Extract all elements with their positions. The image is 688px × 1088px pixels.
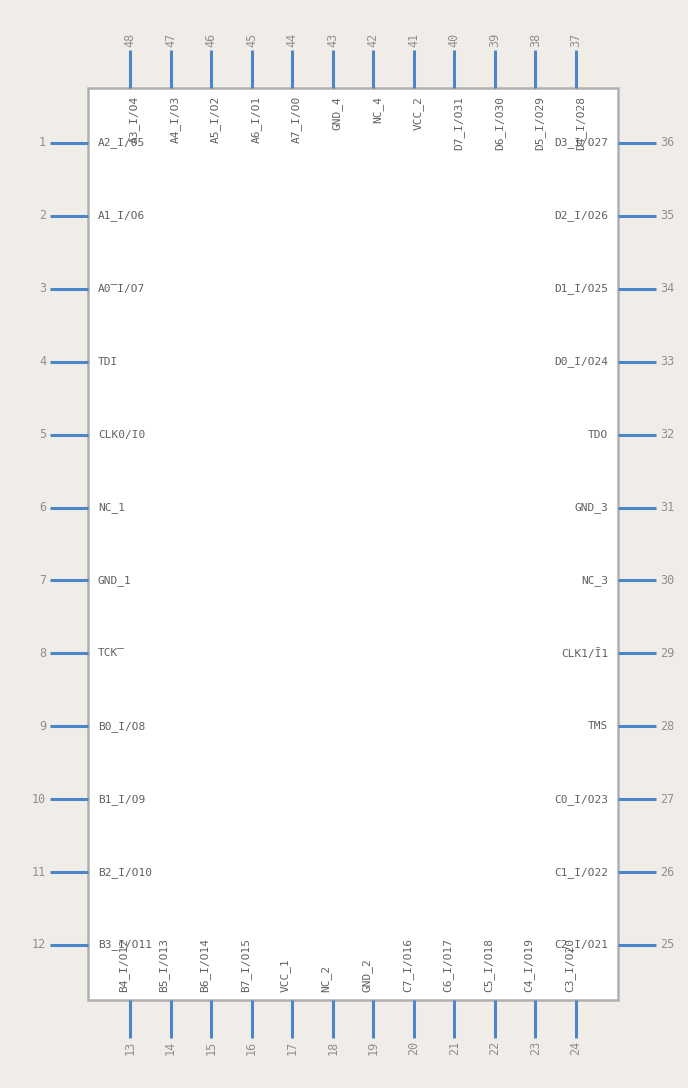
Text: NC_1: NC_1 — [98, 502, 125, 514]
Text: 20: 20 — [407, 1041, 420, 1055]
Text: 13: 13 — [124, 1041, 136, 1055]
Text: 48: 48 — [124, 33, 136, 47]
Text: 36: 36 — [660, 136, 674, 149]
Text: 37: 37 — [570, 33, 583, 47]
Text: B2_I/O10: B2_I/O10 — [98, 867, 152, 878]
Text: 46: 46 — [204, 33, 217, 47]
Text: 19: 19 — [367, 1041, 380, 1055]
Text: C2_I/O21: C2_I/O21 — [554, 940, 608, 951]
Text: TMS: TMS — [588, 721, 608, 731]
Text: D0_I/O24: D0_I/O24 — [554, 356, 608, 367]
Text: C5_I/O18: C5_I/O18 — [483, 938, 494, 992]
Text: GND_3: GND_3 — [574, 502, 608, 514]
Text: B7_I/O15: B7_I/O15 — [239, 938, 250, 992]
Text: 40: 40 — [448, 33, 461, 47]
Text: 14: 14 — [164, 1041, 177, 1055]
Text: 33: 33 — [660, 355, 674, 368]
Text: A0̅I/O7: A0̅I/O7 — [98, 284, 145, 294]
Text: D3_I/O27: D3_I/O27 — [554, 137, 608, 148]
Text: B1_I/O9: B1_I/O9 — [98, 794, 145, 805]
Text: C7_I/O16: C7_I/O16 — [402, 938, 413, 992]
Text: 30: 30 — [660, 574, 674, 586]
Text: GND_2: GND_2 — [361, 959, 372, 992]
Text: A6_I/O1: A6_I/O1 — [250, 96, 261, 144]
Text: C0_I/O23: C0_I/O23 — [554, 794, 608, 805]
Text: GND_1: GND_1 — [98, 574, 131, 586]
Text: 23: 23 — [529, 1041, 542, 1055]
Text: 38: 38 — [529, 33, 542, 47]
Text: C1_I/O22: C1_I/O22 — [554, 867, 608, 878]
Text: 16: 16 — [245, 1041, 258, 1055]
Text: D5_I/O29: D5_I/O29 — [535, 96, 546, 150]
Text: 35: 35 — [660, 209, 674, 222]
Text: 3: 3 — [39, 282, 46, 295]
Text: GND_4: GND_4 — [332, 96, 343, 129]
Text: A4_I/O3: A4_I/O3 — [169, 96, 180, 144]
Text: 47: 47 — [164, 33, 177, 47]
Text: A7_I/O0: A7_I/O0 — [291, 96, 302, 144]
Text: 22: 22 — [488, 1041, 502, 1055]
Text: 25: 25 — [660, 939, 674, 952]
Text: A5_I/O2: A5_I/O2 — [210, 96, 221, 144]
Text: CLK1/Ī1: CLK1/Ī1 — [561, 648, 608, 659]
Text: 6: 6 — [39, 502, 46, 514]
Text: 39: 39 — [488, 33, 502, 47]
Text: C3_I/O20: C3_I/O20 — [564, 938, 575, 992]
Text: 34: 34 — [660, 282, 674, 295]
Text: 4: 4 — [39, 355, 46, 368]
Text: 45: 45 — [245, 33, 258, 47]
Text: 31: 31 — [660, 502, 674, 514]
Bar — [88, 88, 618, 1000]
Text: VCC_1: VCC_1 — [280, 959, 291, 992]
Text: 24: 24 — [570, 1041, 583, 1055]
Text: B0_I/O8: B0_I/O8 — [98, 721, 145, 732]
Text: 7: 7 — [39, 574, 46, 586]
Text: NC_2: NC_2 — [321, 965, 332, 992]
Text: 5: 5 — [39, 429, 46, 441]
Text: A3_I/O4: A3_I/O4 — [129, 96, 140, 144]
Text: 27: 27 — [660, 793, 674, 806]
Text: C4_I/O19: C4_I/O19 — [524, 938, 535, 992]
Text: B5_I/O13: B5_I/O13 — [159, 938, 169, 992]
Text: 17: 17 — [286, 1041, 299, 1055]
Text: 11: 11 — [32, 866, 46, 879]
Text: 2: 2 — [39, 209, 46, 222]
Text: 12: 12 — [32, 939, 46, 952]
Text: D4_I/O28: D4_I/O28 — [575, 96, 586, 150]
Text: 28: 28 — [660, 720, 674, 733]
Text: B4_I/O12: B4_I/O12 — [118, 938, 129, 992]
Text: TDI: TDI — [98, 357, 118, 367]
Text: 44: 44 — [286, 33, 299, 47]
Text: 10: 10 — [32, 793, 46, 806]
Text: 15: 15 — [204, 1041, 217, 1055]
Text: 8: 8 — [39, 647, 46, 659]
Text: NC_3: NC_3 — [581, 574, 608, 586]
Text: NC_4: NC_4 — [372, 96, 383, 123]
Text: 29: 29 — [660, 647, 674, 659]
Text: CLK0/I0: CLK0/I0 — [98, 430, 145, 440]
Text: C6_I/O17: C6_I/O17 — [442, 938, 453, 992]
Text: 26: 26 — [660, 866, 674, 879]
Text: 9: 9 — [39, 720, 46, 733]
Text: 21: 21 — [448, 1041, 461, 1055]
Text: 32: 32 — [660, 429, 674, 441]
Text: D6_I/O30: D6_I/O30 — [494, 96, 505, 150]
Text: D1_I/O25: D1_I/O25 — [554, 283, 608, 294]
Text: TDO: TDO — [588, 430, 608, 440]
Text: D2_I/O26: D2_I/O26 — [554, 210, 608, 221]
Text: 43: 43 — [326, 33, 339, 47]
Text: TCK̅: TCK̅ — [98, 648, 125, 658]
Text: D7_I/O31: D7_I/O31 — [453, 96, 464, 150]
Text: A2_I/O5: A2_I/O5 — [98, 137, 145, 148]
Text: 1: 1 — [39, 136, 46, 149]
Text: B3_I/O11: B3_I/O11 — [98, 940, 152, 951]
Text: VCC_2: VCC_2 — [413, 96, 424, 129]
Text: 41: 41 — [407, 33, 420, 47]
Text: 18: 18 — [326, 1041, 339, 1055]
Text: A1_I/O6: A1_I/O6 — [98, 210, 145, 221]
Text: B6_I/O14: B6_I/O14 — [200, 938, 210, 992]
Text: 42: 42 — [367, 33, 380, 47]
